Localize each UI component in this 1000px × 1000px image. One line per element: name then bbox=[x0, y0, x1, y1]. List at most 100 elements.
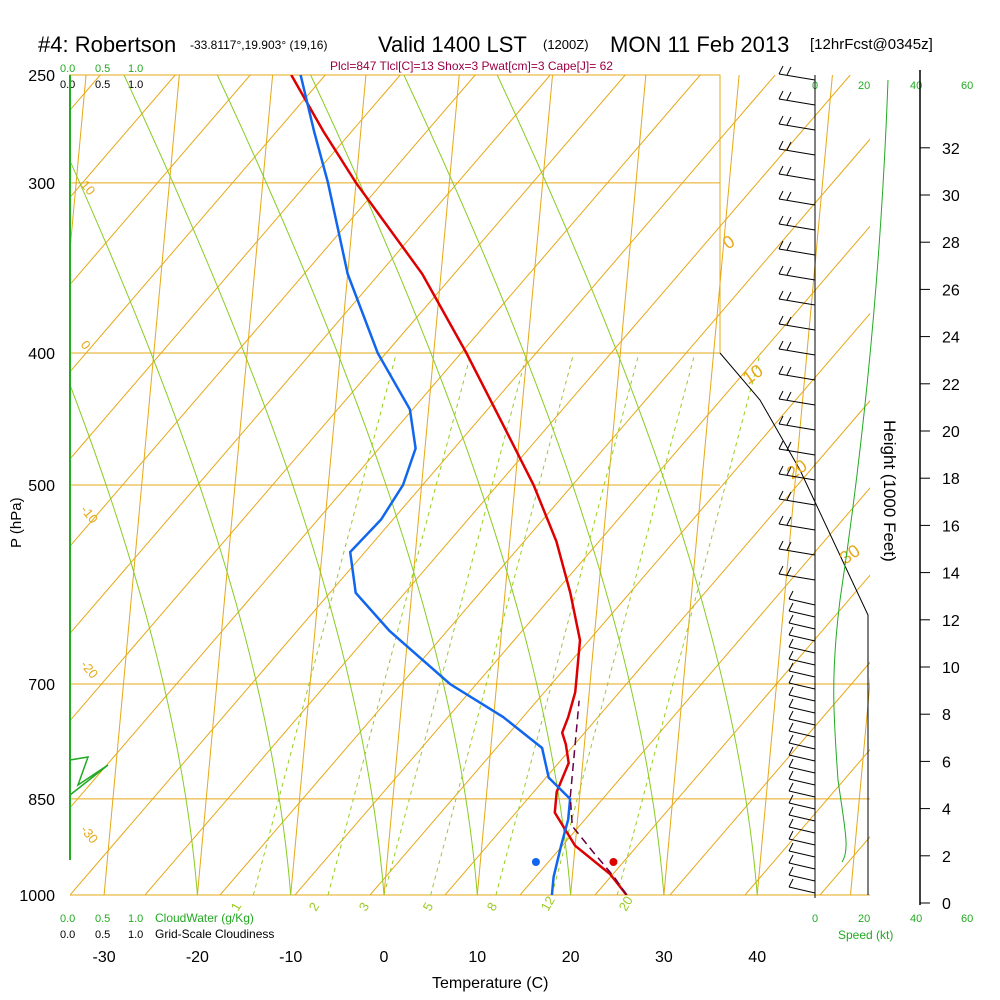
wind-barb bbox=[788, 674, 816, 690]
y-axis-title: P (hPa) bbox=[8, 497, 25, 548]
dry-adiabat-line bbox=[369, 312, 870, 895]
wind-barb bbox=[778, 90, 816, 106]
wind-barb bbox=[788, 842, 816, 858]
temperature-tick-label: -20 bbox=[186, 949, 209, 966]
height-tick-label: 8 bbox=[942, 707, 951, 724]
wind-barb bbox=[778, 390, 816, 406]
moist-adiabat-line bbox=[496, 75, 758, 895]
temperature-tick-label: -30 bbox=[93, 949, 116, 966]
wind-barb bbox=[788, 854, 816, 870]
dry-adiabat-line bbox=[669, 661, 870, 895]
wind-barb bbox=[778, 565, 816, 581]
wind-barb bbox=[788, 782, 816, 798]
isotherm-line bbox=[476, 75, 554, 895]
wind-barb bbox=[778, 315, 816, 331]
dry-adiabat-line bbox=[70, 75, 251, 286]
wind-barb bbox=[788, 662, 816, 678]
speed-tick-bottom: 40 bbox=[910, 913, 922, 925]
height-tick-label: 6 bbox=[942, 754, 951, 771]
isotherm-line bbox=[663, 75, 740, 895]
cloudiness-tick-bottom: 1.0 bbox=[128, 929, 143, 941]
temperature-tick-label: 40 bbox=[748, 949, 766, 966]
temperature-tick-label: 30 bbox=[655, 949, 673, 966]
diagram-right-edge bbox=[719, 352, 869, 895]
dry-adiabat-line bbox=[0, 75, 25, 895]
moist-adiabat-label: 10 bbox=[739, 360, 767, 388]
moist-adiabat-label: 0 bbox=[719, 231, 739, 253]
isotherm-line bbox=[383, 75, 460, 895]
mixing-ratio-label: 5 bbox=[420, 900, 437, 914]
wind-barb bbox=[778, 515, 816, 531]
dry-adiabat-line bbox=[70, 75, 326, 373]
moist-adiabat-line bbox=[123, 75, 385, 895]
y2-axis-title: Height (1000 Feet) bbox=[880, 420, 899, 562]
mixing-ratio-line bbox=[616, 352, 761, 895]
cloudwater-tick-bottom: 1.0 bbox=[128, 913, 143, 925]
cloudiness-tick-bottom: 0.0 bbox=[60, 929, 75, 941]
wind-barb bbox=[788, 758, 816, 774]
dry-adiabat-line bbox=[444, 400, 870, 895]
isotherm-line bbox=[196, 75, 274, 895]
grid-lines bbox=[0, 75, 870, 895]
dry-adiabat-line bbox=[70, 75, 401, 460]
temperature-tick-label: 0 bbox=[380, 949, 389, 966]
moist-adiabat-line bbox=[403, 75, 665, 895]
wind-barb bbox=[788, 650, 816, 666]
cloudiness-tick-top: 1.0 bbox=[128, 79, 143, 91]
dry-adiabat-label: -30 bbox=[78, 822, 102, 846]
height-tick-label: 10 bbox=[942, 660, 960, 677]
mixing-ratio-label: 2 bbox=[306, 900, 323, 914]
station-coords: -33.8117°,19.903° (19,16) bbox=[190, 38, 327, 52]
surface-dewpoint-marker bbox=[531, 858, 540, 866]
plot-lines bbox=[290, 75, 628, 895]
wind-barb bbox=[778, 365, 816, 381]
wind-barb bbox=[788, 746, 816, 762]
height-tick-label: 18 bbox=[942, 471, 960, 488]
valid-time: Valid 1400 LST bbox=[378, 32, 527, 57]
speed-axis-label: Speed (kt) bbox=[838, 928, 893, 942]
height-tick-label: 22 bbox=[942, 377, 960, 394]
indices-line: Plcl=847 Tlcl[C]=13 Shox=3 Pwat[cm]=3 Ca… bbox=[330, 59, 613, 73]
mixing-ratio-line bbox=[252, 352, 397, 895]
speed-profile-line bbox=[833, 79, 889, 863]
wind-barb bbox=[778, 240, 816, 256]
dry-adiabat-line bbox=[519, 487, 870, 895]
wind-barb bbox=[788, 878, 816, 894]
cloudwater-tick-bottom: 0.5 bbox=[95, 913, 110, 925]
height-tick-label: 26 bbox=[942, 282, 960, 299]
dry-adiabat-line bbox=[70, 75, 776, 895]
dry-adiabat-line bbox=[70, 75, 701, 809]
speed-tick-top: 20 bbox=[858, 80, 870, 92]
height-tick-label: 4 bbox=[942, 802, 951, 819]
height-tick-label: 24 bbox=[942, 330, 960, 347]
wind-barb bbox=[778, 265, 816, 281]
dry-adiabat-label: 0 bbox=[78, 337, 94, 352]
moist-adiabat-label: 20 bbox=[783, 455, 811, 483]
height-tick-label: 32 bbox=[942, 141, 960, 158]
mixing-ratio-line bbox=[430, 352, 575, 895]
mixing-ratio-label: 20 bbox=[616, 893, 636, 913]
temperature-tick-label: 20 bbox=[562, 949, 580, 966]
speed-tick-bottom: 20 bbox=[858, 913, 870, 925]
wind-barb bbox=[788, 794, 816, 810]
cloudiness-tick-top: 0.0 bbox=[60, 79, 75, 91]
background-grid bbox=[0, 74, 870, 896]
dry-adiabat-line bbox=[70, 75, 551, 635]
dry-adiabat-line bbox=[819, 836, 870, 895]
wind-barb bbox=[788, 686, 816, 702]
wind-barb bbox=[778, 540, 816, 556]
wind-barb bbox=[778, 215, 816, 231]
height-tick-label: 20 bbox=[942, 424, 960, 441]
speed-tick-bottom: 60 bbox=[961, 913, 973, 925]
speed-tick-top: 40 bbox=[910, 80, 922, 92]
wind-barb bbox=[788, 866, 816, 882]
wind-barb bbox=[778, 290, 816, 306]
pressure-tick-label: 700 bbox=[28, 677, 55, 694]
height-tick-label: 12 bbox=[942, 613, 960, 630]
cloudwater-tick-top: 0.0 bbox=[60, 63, 75, 75]
wind-barb bbox=[788, 722, 816, 738]
isotherm-line bbox=[290, 75, 367, 895]
temperature-tick-label: -10 bbox=[279, 949, 302, 966]
speed-tick-bottom: 0 bbox=[812, 913, 818, 925]
height-tick-label: 14 bbox=[942, 566, 960, 583]
